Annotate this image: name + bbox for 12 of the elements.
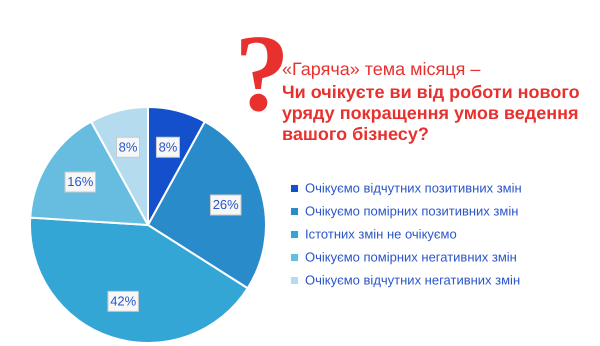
data-label: 42% (110, 293, 137, 308)
data-label: 8% (118, 139, 138, 154)
chart-title: «Гаряча» тема місяця – (282, 59, 480, 79)
legend-label: Очікуємо помірних негативних змін (305, 250, 517, 264)
data-label: 16% (67, 174, 94, 190)
chart-subtitle: Чи очікуєте ви від роботи нового уряду покращення умов ведення вашого бізнесу? (282, 82, 580, 144)
data-label: 8% (158, 139, 178, 154)
legend-label: Істотних змін не очікуємо (305, 226, 457, 242)
data-label: 26% (212, 197, 240, 212)
legend-label: Очікуємо відчутних позитивних змін (305, 180, 522, 196)
legend-label: Очікуємо відчутних негативних змін (305, 272, 520, 288)
legend-label: Очікуємо помірних позитивних змін (305, 204, 518, 218)
